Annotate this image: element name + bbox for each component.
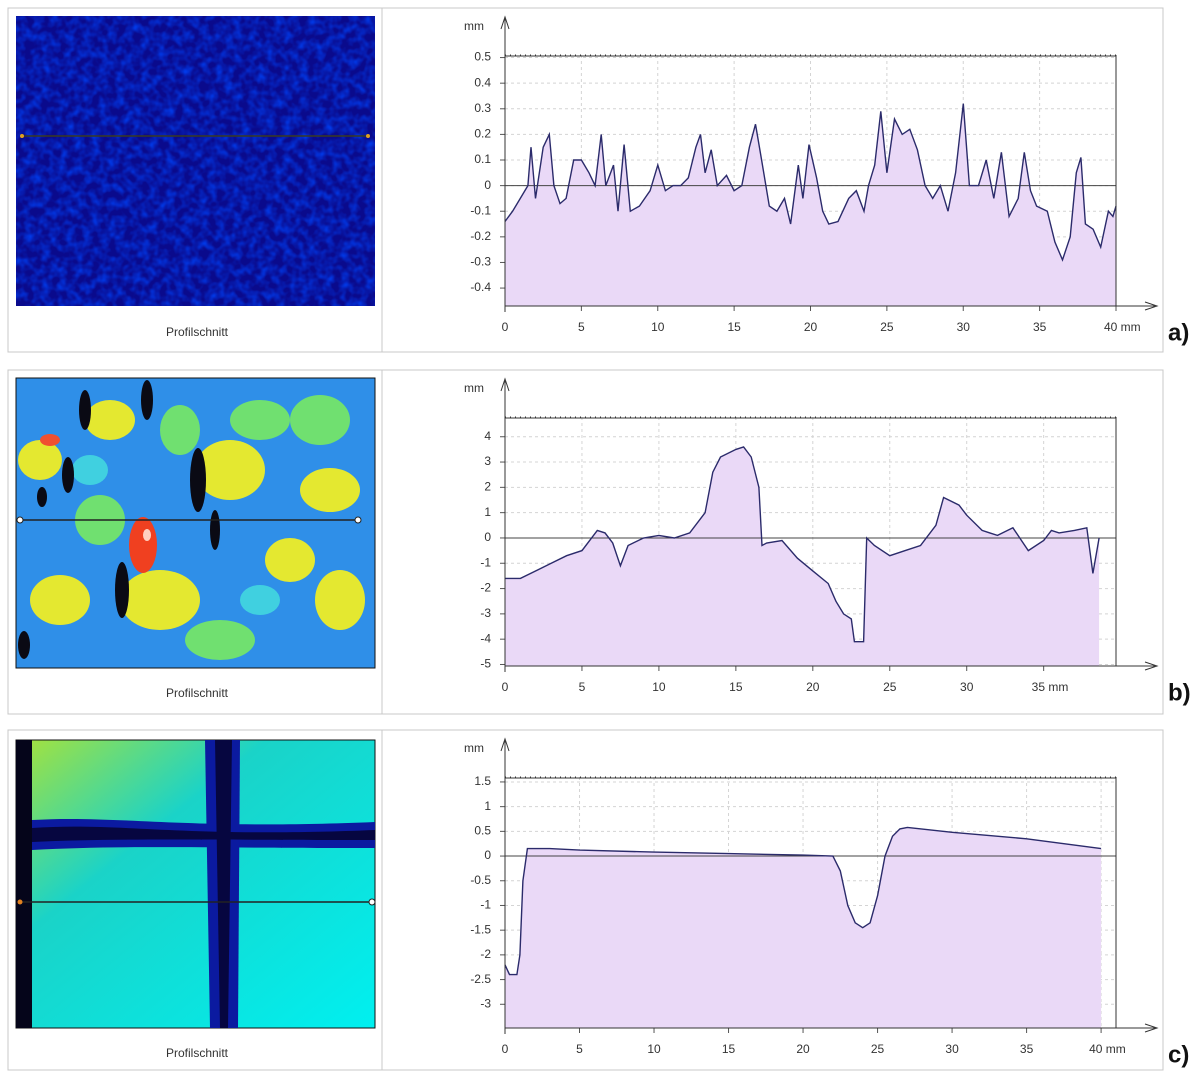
y-tick-label: -3 xyxy=(480,996,491,1010)
y-tick-label: 1.5 xyxy=(474,774,491,788)
y-tick-label: -0.4 xyxy=(470,280,491,294)
y-tick-label: -2.5 xyxy=(470,972,491,986)
figure: 0510152025303540 mm0.50.40.30.20.10-0.1-… xyxy=(0,0,1201,1073)
y-axis-label: mm xyxy=(464,741,484,755)
x-tick-label: 40 mm xyxy=(1104,320,1141,334)
y-tick-label: 0.3 xyxy=(474,101,491,115)
y-tick-label: -1.5 xyxy=(470,922,491,936)
x-tick-label: 5 xyxy=(579,680,586,694)
y-tick-label: 4 xyxy=(484,429,491,443)
y-tick-label: -0.1 xyxy=(470,203,491,217)
x-tick-label: 15 xyxy=(729,680,743,694)
x-tick-label: 10 xyxy=(647,1042,661,1056)
y-axis-label: mm xyxy=(464,19,484,33)
height-map-c xyxy=(16,740,375,1028)
y-tick-label: 0 xyxy=(484,530,491,544)
y-tick-label: -2 xyxy=(480,581,491,595)
height-map-a xyxy=(16,16,375,306)
image-caption: Profilschnitt xyxy=(166,686,229,700)
y-tick-label: -5 xyxy=(480,657,491,671)
x-tick-label: 20 xyxy=(804,320,818,334)
y-tick-label: 0.5 xyxy=(474,50,491,64)
x-tick-label: 25 xyxy=(880,320,894,334)
x-tick-label: 40 mm xyxy=(1089,1042,1126,1056)
height-map-b xyxy=(16,378,375,668)
x-tick-label: 25 xyxy=(883,680,897,694)
x-tick-label: 0 xyxy=(502,320,509,334)
y-tick-label: 0.4 xyxy=(474,75,491,89)
panel-label: c) xyxy=(1168,1041,1189,1068)
y-tick-label: 3 xyxy=(484,454,491,468)
x-tick-label: 5 xyxy=(578,320,585,334)
y-axis-label: mm xyxy=(464,381,484,395)
y-tick-label: -0.3 xyxy=(470,255,491,269)
y-tick-label: 1 xyxy=(484,505,491,519)
panel-label: a) xyxy=(1168,319,1189,346)
y-tick-label: 0.5 xyxy=(474,824,491,838)
x-tick-label: 10 xyxy=(651,320,665,334)
x-tick-label: 0 xyxy=(502,680,509,694)
y-tick-label: -0.5 xyxy=(470,873,491,887)
profile-area xyxy=(505,827,1101,1028)
x-tick-label: 15 xyxy=(727,320,741,334)
x-tick-label: 10 xyxy=(652,680,666,694)
y-tick-label: 0.1 xyxy=(474,152,491,166)
x-tick-label: 25 xyxy=(871,1042,885,1056)
y-tick-label: -3 xyxy=(480,606,491,620)
y-tick-label: 0.2 xyxy=(474,127,491,141)
x-tick-label: 35 xyxy=(1020,1042,1034,1056)
x-tick-label: 35 xyxy=(1033,320,1047,334)
x-tick-label: 0 xyxy=(502,1042,509,1056)
y-tick-label: -0.2 xyxy=(470,229,491,243)
y-tick-label: 0 xyxy=(484,848,491,862)
x-tick-label: 30 xyxy=(957,320,971,334)
x-tick-label: 20 xyxy=(806,680,820,694)
y-tick-label: 1 xyxy=(484,799,491,813)
x-tick-label: 30 xyxy=(945,1042,959,1056)
image-caption: Profilschnitt xyxy=(166,1046,229,1060)
y-tick-label: -1 xyxy=(480,898,491,912)
x-tick-label: 20 xyxy=(796,1042,810,1056)
y-tick-label: -4 xyxy=(480,631,491,645)
x-tick-label: 15 xyxy=(722,1042,736,1056)
x-tick-label: 5 xyxy=(576,1042,583,1056)
y-tick-label: -1 xyxy=(480,555,491,569)
panel-label: b) xyxy=(1168,679,1191,706)
y-tick-label: -2 xyxy=(480,947,491,961)
x-tick-label: 35 mm xyxy=(1032,680,1069,694)
y-tick-label: 0 xyxy=(484,178,491,192)
x-tick-label: 30 xyxy=(960,680,974,694)
image-caption: Profilschnitt xyxy=(166,325,229,339)
y-tick-label: 2 xyxy=(484,480,491,494)
